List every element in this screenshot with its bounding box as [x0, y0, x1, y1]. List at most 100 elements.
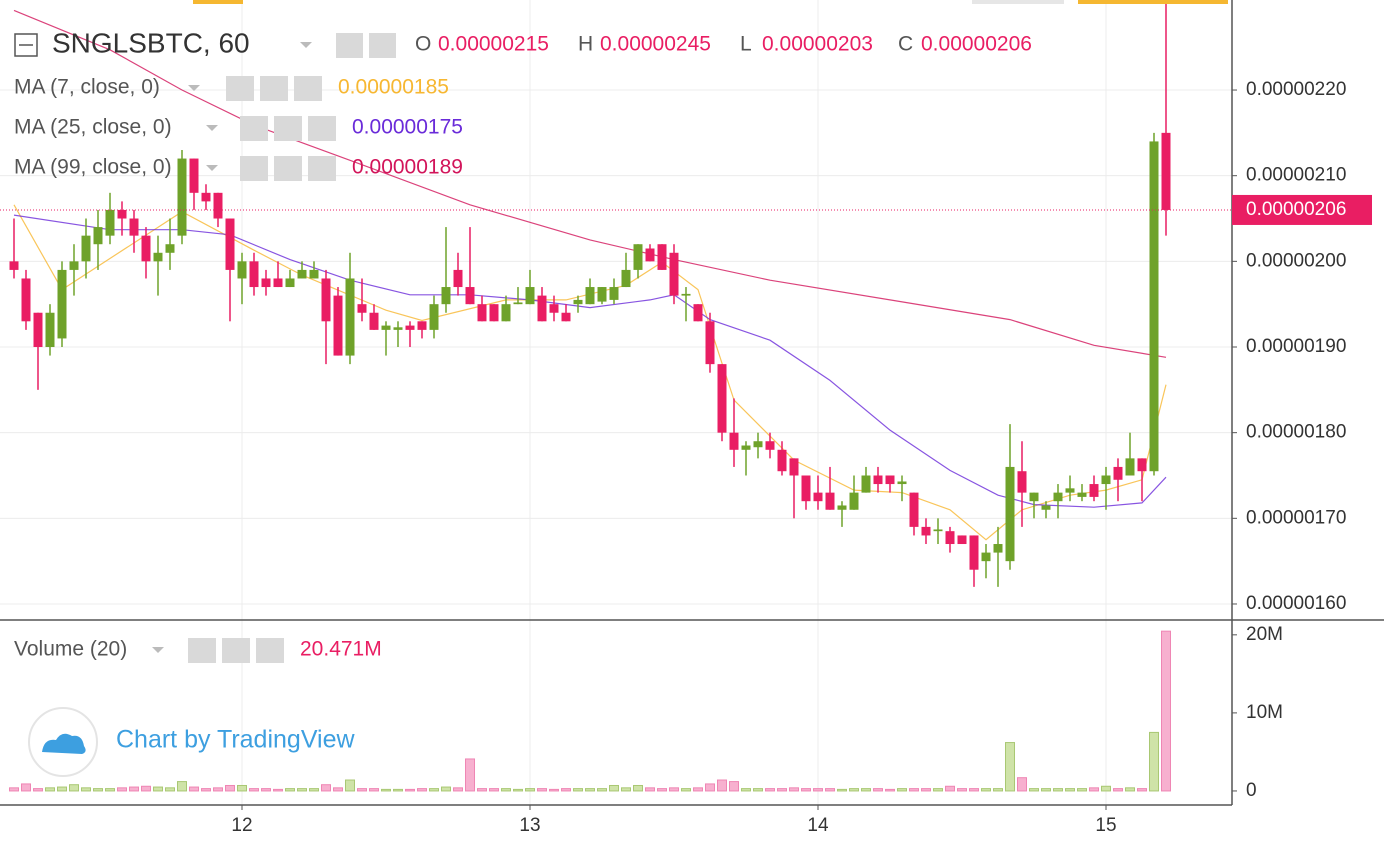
- volume-bar: [165, 787, 176, 792]
- last-price-box: [1232, 194, 1372, 225]
- candle-body: [537, 295, 547, 322]
- settings-button[interactable]: [369, 33, 396, 58]
- volume-bar: [381, 788, 392, 792]
- volume-bar: [969, 788, 980, 792]
- remove-button[interactable]: [256, 638, 284, 663]
- candle-body: [609, 287, 619, 300]
- candle-body: [873, 475, 883, 485]
- eye-button[interactable]: [226, 76, 254, 101]
- volume-bar: [537, 788, 548, 792]
- candle-body: [165, 244, 175, 253]
- volume-bar: [633, 784, 644, 792]
- tab-indicator: [193, 0, 243, 4]
- settings-button[interactable]: [260, 76, 288, 101]
- volume-bar: [885, 788, 896, 792]
- candle-body: [129, 218, 139, 236]
- volume-bar: [825, 788, 836, 792]
- remove-button[interactable]: [294, 76, 322, 101]
- candle-body: [489, 304, 499, 322]
- volume-bar: [585, 788, 596, 792]
- candle-body: [993, 544, 1003, 553]
- volume-bar: [441, 786, 452, 792]
- candle-body: [693, 304, 703, 322]
- candle-body: [249, 261, 259, 288]
- volume-bar: [237, 784, 248, 792]
- candle-body: [141, 235, 151, 262]
- volume-bar: [933, 788, 944, 792]
- candle-body: [513, 302, 523, 305]
- ma-legend-name: MA (25, close, 0): [14, 116, 172, 139]
- candle-body: [429, 304, 439, 330]
- volume-bar: [621, 787, 632, 792]
- volume-bar: [741, 788, 752, 792]
- candle-body: [45, 312, 55, 348]
- dropdown-arrow[interactable]: [188, 85, 200, 91]
- volume-bar: [1005, 742, 1016, 792]
- dropdown-arrow[interactable]: [206, 165, 218, 171]
- watermark[interactable]: Chart by TradingView: [116, 726, 355, 754]
- candle-body: [1005, 466, 1015, 562]
- volume-bar: [561, 788, 572, 792]
- y-tick-label: 0.00000200: [1246, 250, 1346, 271]
- candle-body: [393, 327, 403, 330]
- candle-body: [297, 269, 307, 279]
- volume-bar: [321, 784, 332, 792]
- dropdown-arrow[interactable]: [152, 647, 164, 653]
- eye-button[interactable]: [336, 33, 363, 58]
- y-tick-label: 0.00000170: [1246, 507, 1346, 528]
- volume-bar: [81, 787, 92, 792]
- candle-body: [1089, 484, 1099, 497]
- volume-bar: [285, 788, 296, 792]
- candle-body: [81, 235, 91, 262]
- candle-body: [669, 252, 679, 296]
- ohlc-value: 0.00000245: [600, 33, 711, 56]
- volume-bar: [201, 788, 212, 792]
- settings-button[interactable]: [274, 116, 302, 141]
- volume-bar: [1053, 788, 1063, 792]
- volume-bar: [705, 783, 716, 792]
- settings-button[interactable]: [274, 156, 302, 181]
- grid: [0, 0, 1232, 805]
- candle-body: [285, 278, 295, 288]
- volume-bar: [417, 788, 428, 792]
- volume-bar: [309, 788, 320, 792]
- volume-bar: [753, 788, 764, 792]
- ohlc-value: 0.00000203: [762, 33, 873, 56]
- candle-body: [189, 158, 199, 193]
- volume-tick-label: 0: [1246, 780, 1257, 801]
- ma-legend-name: MA (7, close, 0): [14, 76, 160, 99]
- candle-body: [177, 158, 187, 236]
- volume-bar: [189, 786, 200, 792]
- eye-button[interactable]: [240, 156, 268, 181]
- volume-bar: [1041, 788, 1051, 792]
- collapse-button[interactable]: [14, 33, 38, 57]
- volume-bar: [1089, 787, 1099, 792]
- volume-bar: [813, 788, 824, 792]
- volume-legend-value: 20.471M: [300, 638, 382, 661]
- candle-body: [573, 299, 583, 305]
- candle-body: [465, 287, 475, 305]
- candle-body: [309, 269, 319, 279]
- candle-body: [1149, 141, 1159, 472]
- remove-button[interactable]: [308, 156, 336, 181]
- x-tick-label: 13: [519, 815, 540, 836]
- volume-bar: [837, 788, 848, 792]
- volume-bar: [105, 788, 116, 792]
- volume-bar: [609, 784, 620, 792]
- tab-indicator: [972, 0, 1064, 4]
- settings-button[interactable]: [222, 638, 250, 663]
- volume-bar: [1137, 788, 1147, 792]
- candle-body: [1161, 132, 1171, 210]
- dropdown-arrow[interactable]: [206, 125, 218, 131]
- volume-bar: [57, 786, 68, 792]
- remove-button[interactable]: [308, 116, 336, 141]
- volume-bar: [273, 788, 284, 792]
- eye-button[interactable]: [240, 116, 268, 141]
- volume-bar: [525, 788, 536, 792]
- eye-button[interactable]: [188, 638, 216, 663]
- candle-body: [369, 312, 379, 330]
- y-tick-label: 0.00000220: [1246, 79, 1346, 100]
- volume-bar: [213, 787, 224, 792]
- dropdown-arrow[interactable]: [300, 42, 312, 48]
